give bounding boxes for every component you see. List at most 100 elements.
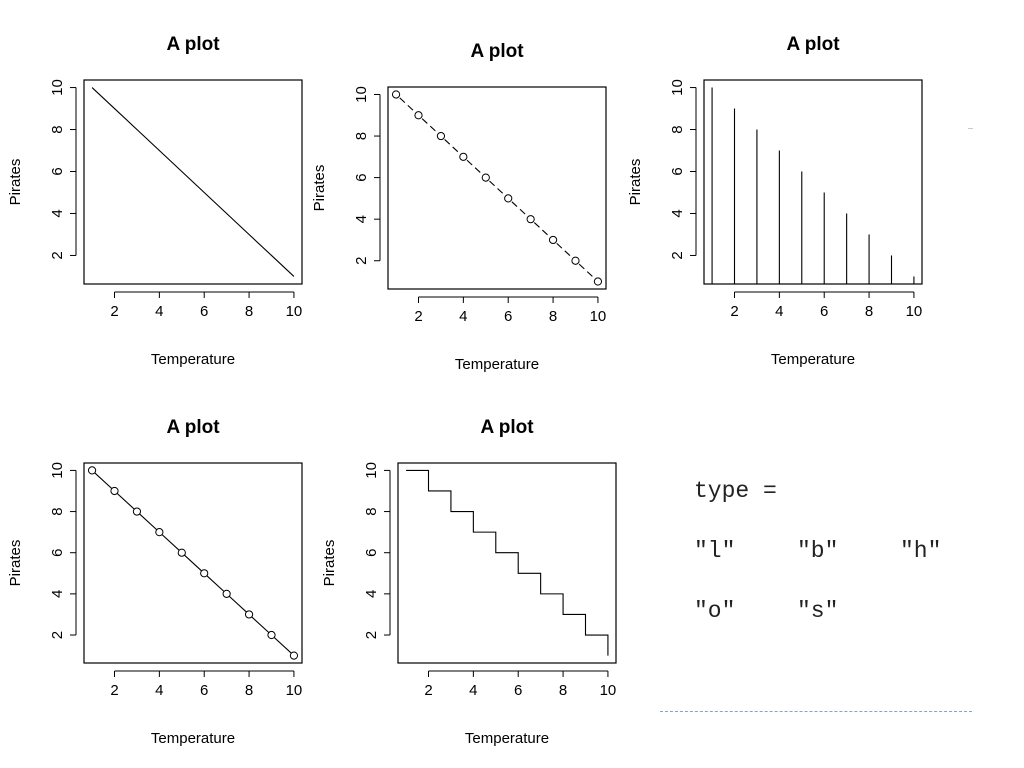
y-tick-label: 6 bbox=[363, 549, 380, 557]
legend-item-h: "h" bbox=[900, 538, 942, 564]
x-axis-label: Temperature bbox=[151, 351, 235, 368]
x-tick-label: 10 bbox=[906, 303, 923, 320]
series-segment bbox=[489, 180, 505, 196]
data-point bbox=[289, 651, 299, 660]
legend-item-l: "l" bbox=[694, 538, 736, 564]
x-tick-label: 10 bbox=[600, 682, 617, 699]
data-point bbox=[504, 194, 513, 203]
series-segment bbox=[421, 118, 438, 134]
data-point bbox=[414, 111, 423, 120]
x-tick-label: 10 bbox=[590, 308, 607, 325]
y-tick-label: 10 bbox=[49, 462, 66, 479]
y-tick-label: 4 bbox=[49, 209, 66, 217]
plot-title: A plot bbox=[786, 34, 840, 55]
edge-mark bbox=[968, 128, 973, 129]
legend-row-2: "o" "s" bbox=[694, 598, 838, 628]
x-tick-label: 8 bbox=[865, 303, 873, 320]
series-segment bbox=[466, 159, 483, 175]
y-tick-label: 8 bbox=[49, 507, 66, 515]
plot-panel-b: A plot 2 4 6 8 10 Temperature 2 4 6 8 10 Pirates bbox=[311, 41, 607, 373]
plot-title: A plot bbox=[470, 41, 524, 62]
legend-item-o: "o" bbox=[694, 598, 736, 624]
data-point bbox=[244, 610, 254, 619]
y-tick-label: 2 bbox=[669, 251, 686, 259]
data-point bbox=[526, 215, 535, 224]
series-segment bbox=[556, 242, 573, 258]
data-point bbox=[459, 152, 468, 161]
legend-item-b: "b" bbox=[797, 538, 839, 564]
data-point bbox=[177, 548, 186, 557]
x-tick-label: 4 bbox=[155, 303, 163, 320]
y-axis-label: Pirates bbox=[7, 159, 24, 206]
y-tick-label: 6 bbox=[49, 549, 66, 557]
x-tick-label: 4 bbox=[775, 303, 783, 320]
x-axis-label: Temperature bbox=[151, 730, 235, 747]
legend-row-1: "l" "b" "h" bbox=[694, 538, 941, 568]
data-point bbox=[436, 131, 446, 141]
x-tick-label: 10 bbox=[286, 682, 303, 699]
x-tick-label: 8 bbox=[245, 682, 253, 699]
data-point bbox=[481, 173, 490, 182]
data-point bbox=[222, 589, 231, 598]
y-tick-label: 10 bbox=[363, 462, 380, 479]
data-point bbox=[391, 90, 401, 99]
plot-panel-s: A plot 2 4 6 8 10 Temperature 2 4 6 8 10 Pirates bbox=[321, 417, 617, 747]
data-point bbox=[571, 256, 580, 265]
data-point bbox=[548, 235, 558, 245]
x-tick-label: 10 bbox=[286, 303, 303, 320]
y-tick-label: 10 bbox=[49, 79, 66, 96]
plot-frame bbox=[703, 79, 923, 285]
y-tick-label: 8 bbox=[363, 507, 380, 515]
plot-title: A plot bbox=[166, 417, 220, 438]
type-legend: type = "l" "b" "h" "o" "s" bbox=[694, 478, 941, 658]
x-tick-label: 2 bbox=[424, 682, 432, 699]
plot-frame bbox=[387, 86, 607, 290]
plot-title: A plot bbox=[480, 417, 534, 438]
plot-panel-h: A plot 2 4 6 8 10 Temperature 2 4 6 8 10 Pirates bbox=[627, 34, 923, 368]
plot-panel-o: A plot 2 4 6 8 10 Temperature 2 4 6 8 10 Pirates bbox=[7, 417, 303, 747]
legend-item-s: "s" bbox=[797, 598, 839, 624]
y-tick-label: 6 bbox=[353, 173, 370, 181]
y-tick-label: 10 bbox=[353, 86, 370, 103]
series-line bbox=[91, 87, 295, 277]
x-tick-label: 6 bbox=[504, 308, 512, 325]
data-point bbox=[267, 630, 276, 640]
series-segment bbox=[533, 222, 550, 237]
x-tick-label: 2 bbox=[414, 308, 422, 325]
legend-heading: type = bbox=[694, 478, 777, 504]
y-tick-label: 6 bbox=[49, 167, 66, 175]
x-axis-label: Temperature bbox=[455, 356, 539, 373]
y-tick-label: 2 bbox=[49, 251, 66, 259]
data-point bbox=[593, 277, 603, 286]
plot-frame bbox=[83, 462, 303, 664]
legend-heading-row: type = bbox=[694, 478, 777, 508]
y-tick-label: 2 bbox=[363, 631, 380, 639]
plot-title: A plot bbox=[166, 34, 220, 55]
x-tick-label: 2 bbox=[110, 682, 118, 699]
series-segment bbox=[578, 263, 595, 279]
series-segment bbox=[399, 97, 416, 113]
x-tick-label: 8 bbox=[549, 308, 557, 325]
x-axis-label: Temperature bbox=[465, 730, 549, 747]
x-tick-label: 4 bbox=[469, 682, 477, 699]
series-segment bbox=[511, 201, 528, 217]
x-tick-label: 6 bbox=[820, 303, 828, 320]
x-tick-label: 8 bbox=[559, 682, 567, 699]
y-axis-label: Pirates bbox=[311, 165, 328, 212]
y-tick-label: 8 bbox=[49, 125, 66, 133]
x-tick-label: 2 bbox=[730, 303, 738, 320]
y-tick-label: 2 bbox=[353, 257, 370, 265]
dashed-divider bbox=[660, 711, 972, 712]
x-tick-label: 8 bbox=[245, 303, 253, 320]
y-axis-label: Pirates bbox=[321, 540, 338, 587]
plot-frame bbox=[397, 462, 617, 664]
y-tick-label: 6 bbox=[669, 167, 686, 175]
series-line bbox=[91, 470, 295, 656]
series-segment bbox=[444, 139, 461, 154]
y-tick-label: 8 bbox=[353, 132, 370, 140]
x-tick-label: 6 bbox=[514, 682, 522, 699]
y-tick-label: 4 bbox=[49, 590, 66, 598]
x-tick-label: 4 bbox=[459, 308, 467, 325]
y-tick-label: 4 bbox=[353, 215, 370, 223]
